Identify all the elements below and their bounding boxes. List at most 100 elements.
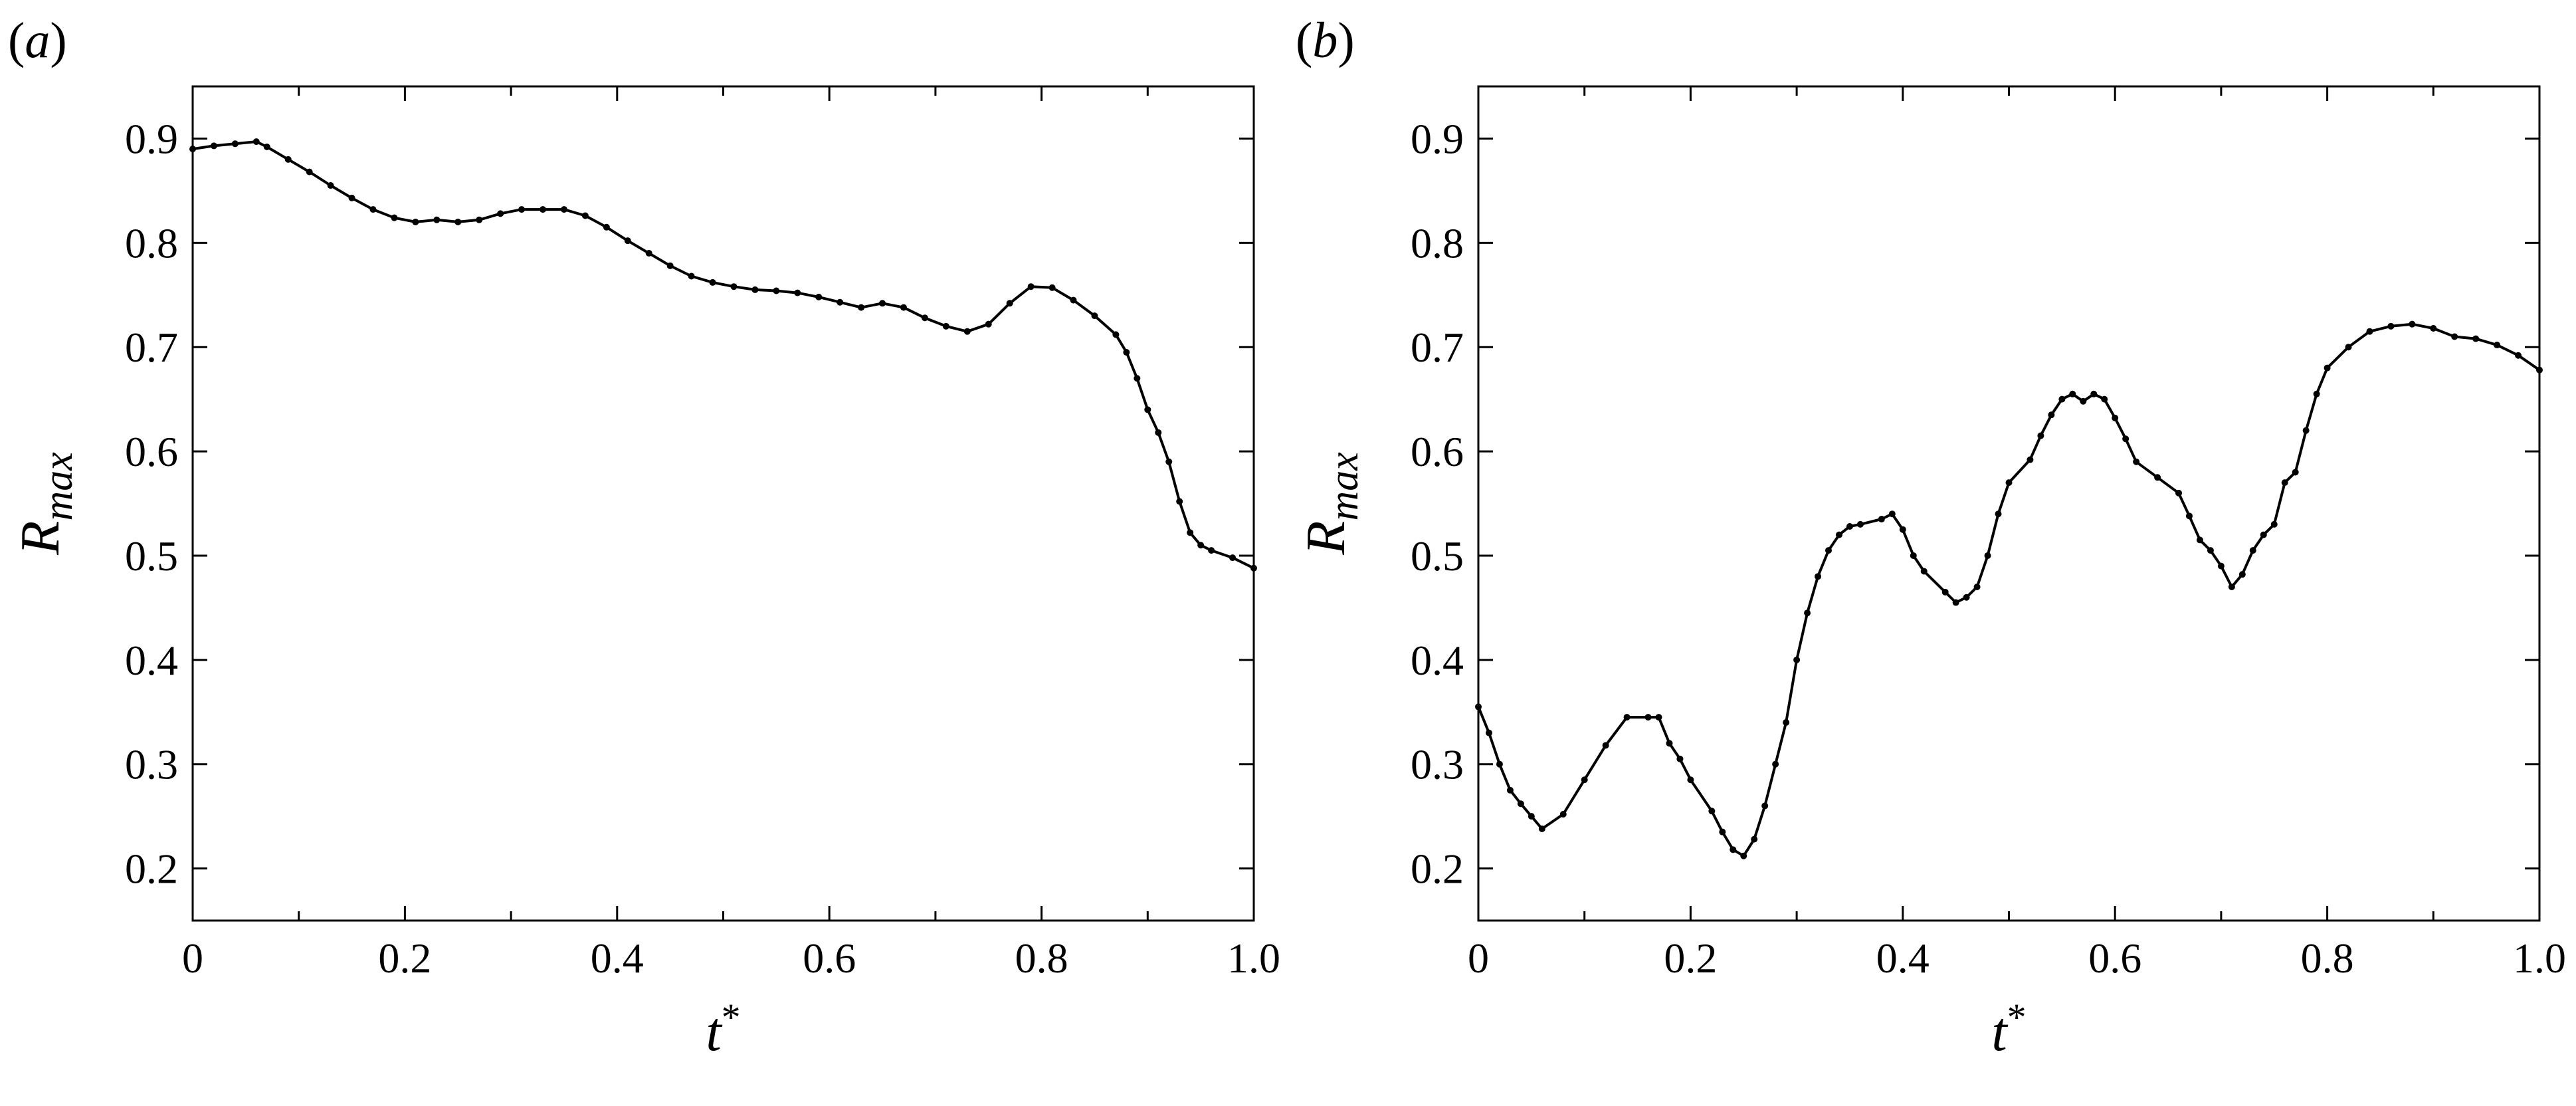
- y-tick-label: 0.2: [1411, 845, 1464, 893]
- data-point: [2080, 397, 2087, 405]
- y-tick-label: 0.5: [1411, 532, 1464, 580]
- data-point: [1899, 526, 1906, 533]
- y-tick-label: 0.3: [1411, 741, 1464, 788]
- data-point: [1485, 729, 1492, 736]
- data-point: [815, 293, 823, 300]
- data-point: [1995, 510, 2002, 518]
- panel-b: 0 0.2 0.4 0.6 0.8 1.00.20.30.40.50.60.70.80.9…: [1295, 13, 2566, 1063]
- data-point: [1506, 786, 1514, 794]
- data-point: [985, 320, 992, 328]
- x-tick-label: 0.2: [1664, 935, 1717, 982]
- data-point: [1559, 810, 1567, 818]
- data-point: [858, 304, 865, 311]
- data-point: [369, 206, 377, 213]
- panel-label: (a): [8, 13, 67, 68]
- series-line: [192, 140, 1254, 570]
- data-point: [189, 146, 196, 153]
- data-point: [1496, 760, 1503, 768]
- data-point: [688, 273, 695, 280]
- y-axis-label: Rmax: [1295, 452, 1367, 556]
- y-tick-label: 0.8: [1411, 219, 1464, 267]
- data-point: [1719, 828, 1726, 835]
- data-point: [1751, 835, 1758, 843]
- data-point: [1687, 776, 1694, 784]
- data-point: [1197, 542, 1205, 549]
- y-tick-label: 0.7: [1411, 324, 1464, 371]
- data-point: [2345, 344, 2352, 351]
- data-point: [2238, 571, 2246, 578]
- data-point: [1973, 584, 1981, 590]
- data-point: [1155, 429, 1162, 436]
- x-tick-label: 0: [1468, 935, 1489, 982]
- data-point: [1708, 808, 1716, 815]
- data-point: [1846, 523, 1853, 530]
- data-point: [2112, 414, 2119, 421]
- data-point: [1761, 802, 1769, 810]
- data-point: [879, 300, 886, 307]
- data-point: [1815, 573, 1822, 580]
- data-point: [1676, 755, 1684, 762]
- y-tick-label: 0.8: [125, 219, 178, 267]
- x-tick-label: 0.2: [378, 935, 431, 982]
- data-point: [2260, 531, 2267, 538]
- data-point: [942, 322, 949, 330]
- data-point: [1006, 300, 1013, 307]
- data-point: [2058, 395, 2066, 403]
- data-point: [2154, 474, 2161, 481]
- x-tick-label: 1.0: [2513, 935, 2566, 982]
- series-line: [1477, 322, 2541, 857]
- y-tick-label: 0.4: [125, 637, 178, 684]
- data-point: [1783, 719, 1790, 726]
- data-point: [1835, 531, 1842, 538]
- data-point: [1825, 547, 1833, 554]
- x-axis-label: t*: [706, 996, 740, 1063]
- plot-frame: [1477, 85, 2541, 922]
- data-point: [2207, 547, 2214, 554]
- data-point: [2217, 562, 2225, 570]
- data-point: [1048, 284, 1056, 291]
- data-point: [1963, 594, 1970, 601]
- data-point: [2281, 479, 2288, 487]
- data-point: [2324, 364, 2331, 372]
- data-point: [1165, 458, 1173, 465]
- data-point: [921, 314, 928, 322]
- y-tick-label: 0.4: [1411, 637, 1464, 684]
- data-point: [773, 287, 780, 294]
- x-tick-label: 0.6: [803, 935, 856, 982]
- x-axis-label: t*: [1991, 996, 2026, 1063]
- data-point: [709, 278, 716, 286]
- data-point: [624, 237, 631, 245]
- data-point: [900, 304, 907, 311]
- data-point: [1772, 760, 1779, 768]
- data-point: [2515, 352, 2522, 359]
- x-tick-label: 1.0: [1227, 935, 1280, 982]
- data-point: [263, 143, 270, 150]
- data-point: [1655, 714, 1662, 721]
- data-point: [2069, 390, 2076, 397]
- data-point: [1070, 296, 1077, 304]
- data-point: [603, 223, 610, 231]
- data-point: [1730, 846, 1737, 853]
- data-point: [1528, 813, 1535, 820]
- data-point: [2270, 520, 2278, 528]
- data-point: [1644, 714, 1652, 721]
- data-point: [306, 168, 313, 175]
- y-axis-label: Rmax: [9, 452, 81, 556]
- y-tick-label: 0.7: [125, 324, 178, 371]
- x-tick-label: 0: [182, 935, 203, 982]
- data-point: [2133, 458, 2140, 465]
- data-point: [2494, 342, 2501, 349]
- data-point: [2249, 547, 2256, 554]
- data-point: [1134, 375, 1141, 382]
- data-point: [518, 206, 526, 213]
- y-tick-label: 0.3: [125, 741, 178, 788]
- data-point: [1229, 554, 1237, 562]
- data-point: [1952, 599, 1959, 606]
- data-point: [2005, 479, 2013, 487]
- data-point: [2196, 536, 2203, 544]
- data-point: [2387, 322, 2395, 330]
- data-point: [1250, 564, 1257, 572]
- data-point: [1027, 283, 1035, 290]
- data-point: [540, 206, 547, 213]
